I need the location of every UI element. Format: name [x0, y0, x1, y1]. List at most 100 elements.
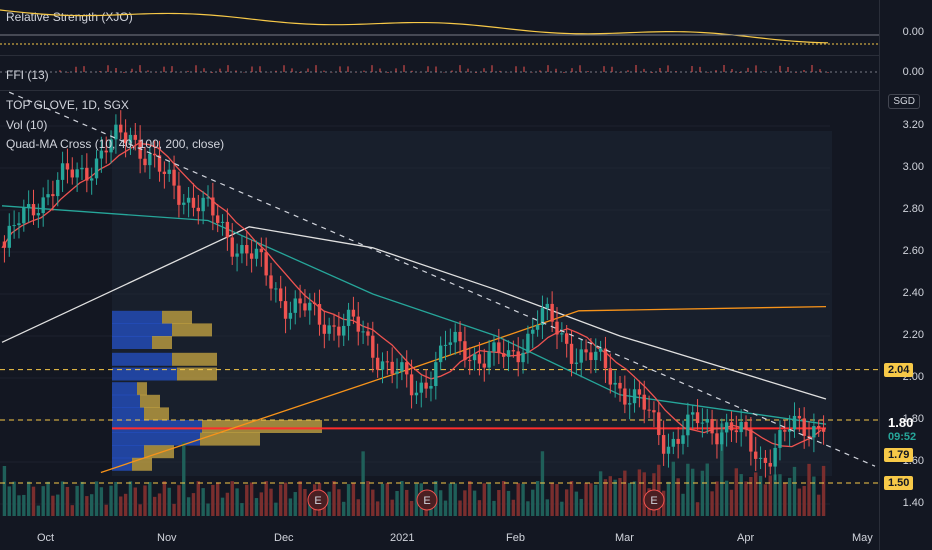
candle-body — [191, 197, 196, 208]
volume-bar — [623, 470, 627, 516]
time-tick-feb: Feb — [506, 532, 525, 544]
volume-bar — [104, 504, 108, 516]
profile-bar — [112, 394, 140, 408]
candle-body — [230, 237, 234, 257]
candle-body — [17, 223, 21, 226]
volume-bar — [516, 483, 520, 516]
profile-bar — [112, 310, 162, 324]
volume-bar — [821, 465, 826, 516]
volume-bar — [589, 483, 593, 516]
candle-body — [564, 333, 569, 344]
volume-bar — [288, 498, 293, 516]
price-tick: 1.80 — [902, 413, 924, 425]
volume-bar — [501, 481, 506, 516]
volume-bar — [123, 493, 128, 516]
candle-body — [109, 139, 113, 153]
volume-bar — [468, 481, 472, 516]
profile-bar — [162, 310, 192, 324]
candle-body — [186, 197, 191, 203]
candle-body — [36, 213, 41, 216]
candle-body — [579, 349, 583, 363]
profile-bar — [177, 367, 217, 381]
candle-body — [555, 321, 559, 335]
volume-bar — [405, 489, 409, 516]
candle-body — [196, 207, 201, 212]
volume-bar — [56, 494, 60, 516]
candle-body — [22, 207, 26, 224]
volume-bar — [531, 489, 535, 516]
trendline — [4, 91, 876, 467]
candle-body — [26, 204, 31, 208]
profile-bar — [112, 382, 137, 396]
candle-body — [468, 360, 472, 362]
volume-bar — [594, 484, 598, 516]
candle-body — [75, 169, 79, 178]
profile-bar — [112, 457, 132, 471]
time-tick-nov: Nov — [157, 532, 177, 544]
volume-bar — [327, 491, 331, 516]
volume-bar — [22, 494, 26, 516]
candle-body — [487, 351, 491, 368]
volume-bar — [225, 492, 230, 516]
candle-body — [545, 303, 549, 309]
volume-bar — [366, 481, 370, 516]
volume-bar — [758, 475, 763, 516]
candle-body — [627, 403, 632, 405]
candle-body — [724, 422, 729, 433]
candle-body — [739, 421, 743, 433]
price-tick: 2.40 — [902, 287, 924, 299]
earnings-marker — [416, 489, 438, 511]
volume-bar — [744, 481, 748, 516]
candle-body — [773, 447, 777, 467]
volume-bar — [240, 503, 244, 516]
candle-body — [46, 194, 50, 198]
volume-bar — [191, 493, 196, 516]
price-tick: 3.00 — [902, 161, 924, 173]
resist-tag: 2.04 — [884, 363, 914, 377]
candle-body — [288, 312, 293, 319]
price-tick: 1.40 — [902, 497, 924, 509]
currency-button[interactable]: SGD — [888, 94, 920, 109]
candle-body — [787, 429, 792, 432]
profile-bar — [137, 382, 147, 396]
candle-body — [482, 363, 486, 368]
profile-bar — [112, 367, 177, 381]
volume-bar — [598, 471, 603, 516]
volume-bar — [724, 480, 729, 516]
volume-bar — [245, 484, 249, 516]
volume-bar — [642, 472, 646, 516]
volume-bar — [342, 501, 346, 516]
volume-bar — [458, 500, 462, 516]
time-axis[interactable]: Oct Nov Dec 2021 Feb Mar Apr May — [0, 521, 880, 550]
volume-bar — [298, 481, 302, 516]
ma-label[interactable]: Quad-MA Cross (10, 40, 100, 200, close) — [6, 137, 225, 151]
volume-bar — [128, 481, 133, 516]
volume-bar — [114, 481, 118, 516]
candle-body — [206, 197, 210, 199]
time-tick-oct: Oct — [37, 532, 55, 544]
price-axis[interactable]: 0.00 0.00 SGD 3.20 3.00 2.80 2.60 2.40 2.20 2.… — [879, 0, 932, 550]
profile-bar — [172, 352, 217, 366]
candle-body — [535, 324, 540, 330]
earnings-marker — [643, 489, 665, 511]
volume-bar — [215, 482, 220, 516]
main-chart[interactable]: E E E TOP GLOVE, 1D, SGX Vol (10) Quad-MA … — [0, 91, 880, 521]
profile-bar — [112, 432, 200, 446]
profile-bar — [172, 323, 212, 337]
candle-body — [618, 382, 622, 389]
volume-bar — [36, 505, 41, 516]
candle-body — [409, 374, 414, 396]
volume-bar — [133, 487, 137, 516]
candle-body — [453, 331, 457, 343]
pane-separator[interactable] — [0, 90, 880, 91]
candle-body — [148, 153, 152, 166]
volume-bar — [177, 485, 181, 516]
vol-label[interactable]: Vol (10) — [6, 118, 48, 132]
time-tick-may: May — [852, 532, 873, 544]
candle-body — [375, 357, 380, 370]
symbol-title[interactable]: TOP GLOVE, 1D, SGX — [6, 98, 129, 112]
pane-separator[interactable] — [0, 55, 880, 56]
candle-body — [99, 150, 104, 159]
candle-body — [215, 215, 220, 223]
